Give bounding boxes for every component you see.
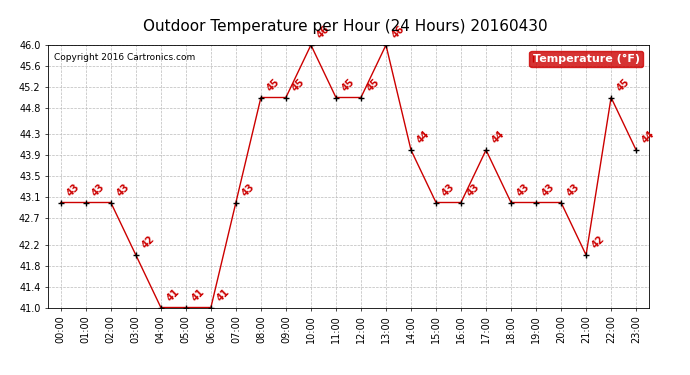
Text: 46: 46: [390, 24, 406, 41]
Text: 43: 43: [540, 182, 557, 198]
Text: 43: 43: [515, 182, 532, 198]
Text: 45: 45: [290, 77, 306, 93]
Text: 44: 44: [415, 129, 432, 146]
Legend: Temperature (°F): Temperature (°F): [529, 51, 643, 67]
Text: Copyright 2016 Cartronics.com: Copyright 2016 Cartronics.com: [55, 53, 195, 62]
Text: 43: 43: [240, 182, 257, 198]
Text: 45: 45: [265, 77, 282, 93]
Text: 45: 45: [340, 77, 357, 93]
Text: 43: 43: [115, 182, 132, 198]
Text: 41: 41: [190, 287, 206, 303]
Text: 46: 46: [315, 24, 332, 41]
Text: 44: 44: [640, 129, 657, 146]
Text: 45: 45: [365, 77, 382, 93]
Text: 43: 43: [440, 182, 457, 198]
Text: 45: 45: [615, 77, 632, 93]
Text: 43: 43: [65, 182, 81, 198]
Text: 41: 41: [165, 287, 181, 303]
Text: 42: 42: [140, 234, 157, 251]
Text: 42: 42: [590, 234, 607, 251]
Text: 44: 44: [490, 129, 506, 146]
Text: 41: 41: [215, 287, 232, 303]
Text: 43: 43: [565, 182, 582, 198]
Text: 43: 43: [90, 182, 106, 198]
Text: 43: 43: [465, 182, 482, 198]
Text: Outdoor Temperature per Hour (24 Hours) 20160430: Outdoor Temperature per Hour (24 Hours) …: [143, 19, 547, 34]
